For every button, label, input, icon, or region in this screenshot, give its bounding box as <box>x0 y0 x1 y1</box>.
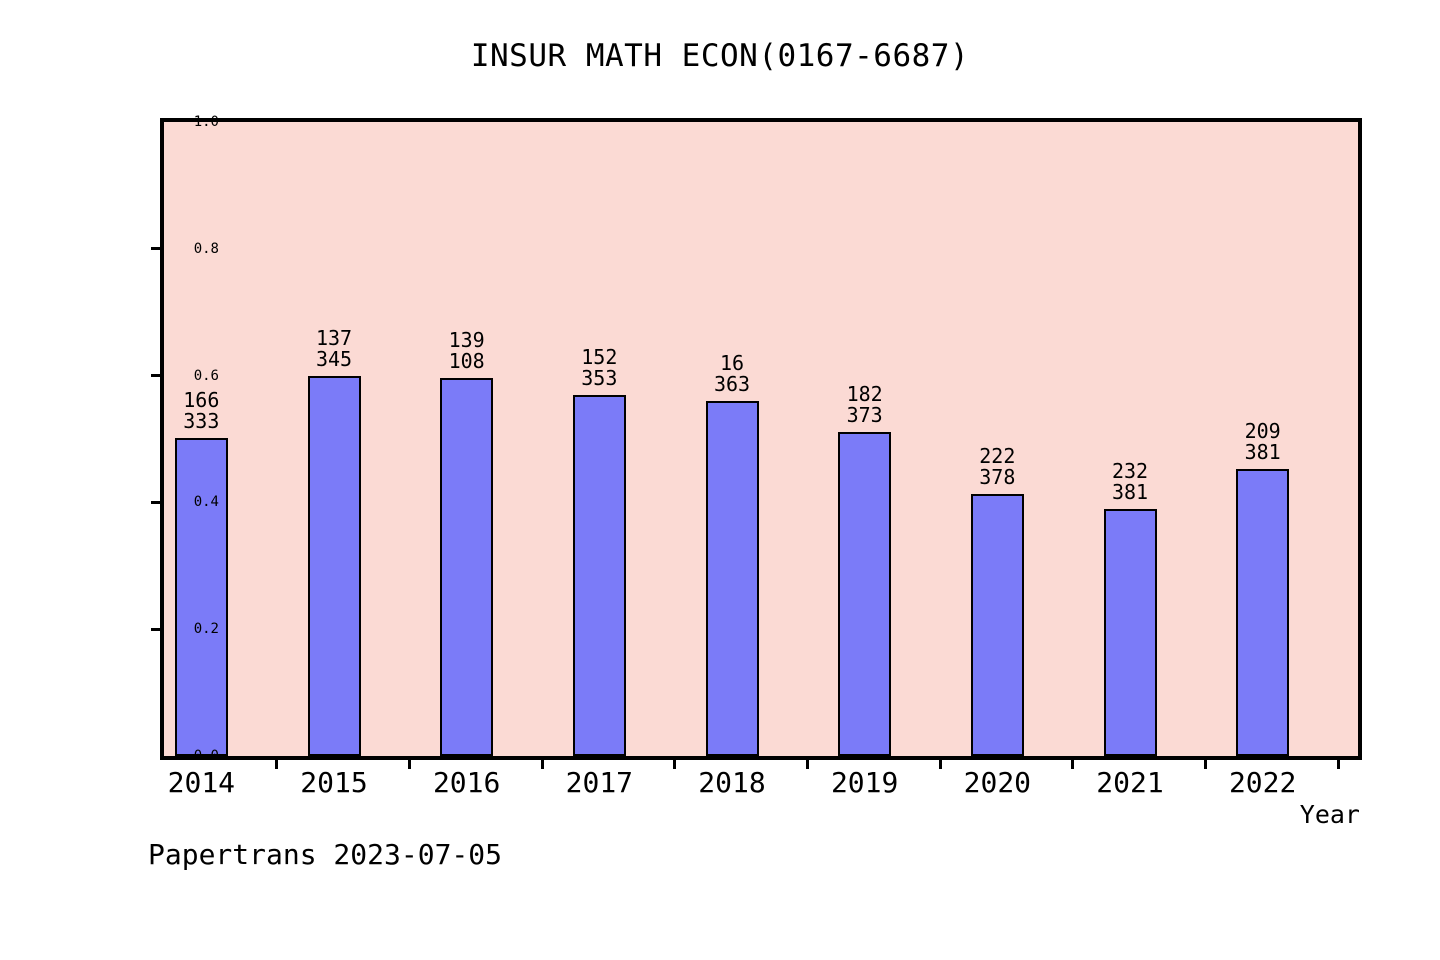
x-axis-label: Year <box>1299 800 1360 829</box>
footer-note: Papertrans 2023-07-05 <box>148 838 503 871</box>
x-tick-label-2017: 2017 <box>565 766 634 799</box>
bar-2016 <box>440 378 494 756</box>
bar-total-value: 381 <box>1244 440 1281 465</box>
y-tick-label: 0.4 <box>193 494 219 511</box>
bar-total-value: 381 <box>1111 480 1149 505</box>
bar-2020 <box>970 494 1024 756</box>
bar-rank-value: 232 <box>1111 459 1149 484</box>
y-tick-mark <box>151 500 164 504</box>
bar-rank-value: 222 <box>979 444 1016 469</box>
bar-annotation-2021: 232 381 <box>1050 461 1210 503</box>
y-tick-label: 0.8 <box>193 240 219 257</box>
bar-2017 <box>572 394 626 756</box>
bar-2022 <box>1236 469 1290 756</box>
x-tick-mark <box>1071 756 1075 769</box>
bar-total-value: 108 <box>448 349 485 374</box>
bar-annotation-2022: 209 381 <box>1183 421 1343 463</box>
x-tick-mark <box>673 756 677 769</box>
x-tick-mark <box>1204 756 1207 769</box>
bar-rank-value: 209 <box>1244 419 1281 444</box>
y-tick-mark <box>151 627 164 631</box>
x-tick-mark <box>275 756 279 769</box>
bar-total-value: 353 <box>581 365 618 390</box>
bar-total-value: 378 <box>979 465 1016 490</box>
bar-annotation-2017: 152 353 <box>519 344 679 390</box>
x-tick-label-2014: 2014 <box>167 766 236 799</box>
x-tick-mark <box>540 756 544 769</box>
x-tick-label-2015: 2015 <box>300 766 368 799</box>
bar-total-value: 345 <box>315 347 353 372</box>
x-tick-mark <box>806 756 809 769</box>
plot-inner <box>151 122 1358 769</box>
x-tick-label-2021: 2021 <box>1096 766 1164 799</box>
bar-2015 <box>307 376 361 756</box>
bar-rank-value: 137 <box>315 326 353 351</box>
x-tick-label-2019: 2019 <box>830 766 899 799</box>
x-tick-label-2020: 2020 <box>963 766 1032 799</box>
y-tick-mark <box>151 247 164 251</box>
bar-2021 <box>1103 509 1157 756</box>
bar-2018 <box>705 400 759 756</box>
y-tick-label: 1.0 <box>193 114 219 130</box>
bar-annotation-2019: 182 373 <box>785 384 945 426</box>
bar-annotation-2016: 139 108 <box>387 330 547 372</box>
bar-rank-value: 152 <box>581 344 618 369</box>
x-tick-label-2016: 2016 <box>432 766 501 799</box>
bar-total-value: 333 <box>183 409 220 434</box>
y-axis-label: JIF Rank in ECONOMICS <box>48 0 88 160</box>
bar-rank-value: 139 <box>448 328 485 353</box>
y-tick-mark <box>151 374 164 378</box>
chart-title: INSUR MATH ECON(0167-6687) <box>470 38 970 74</box>
bar-total-value: 363 <box>713 371 751 396</box>
x-tick-label-2022: 2022 <box>1228 766 1297 799</box>
bar-2019 <box>838 432 892 756</box>
bar-annotation-2020: 222 378 <box>917 446 1077 488</box>
bar-total-value: 373 <box>846 403 883 428</box>
bar-2014 <box>174 438 228 756</box>
bar-annotation-2015: 137 345 <box>254 328 414 370</box>
bar-rank-value: 16 <box>719 350 745 375</box>
y-tick-label: 0.0 <box>193 748 219 764</box>
x-tick-mark <box>1336 756 1340 769</box>
x-tick-mark <box>408 756 411 769</box>
bar-rank-value: 166 <box>183 388 220 413</box>
x-tick-mark <box>938 756 942 769</box>
y-tick-label: 0.2 <box>193 621 219 638</box>
plot-area <box>151 118 1362 769</box>
bar-rank-value: 182 <box>846 382 883 407</box>
bar-annotation-2014: 166 333 <box>121 390 281 432</box>
y-tick-label: 0.6 <box>193 367 219 384</box>
x-tick-label-2018: 2018 <box>698 766 766 799</box>
bar-annotation-2018: 16 363 <box>652 350 812 396</box>
